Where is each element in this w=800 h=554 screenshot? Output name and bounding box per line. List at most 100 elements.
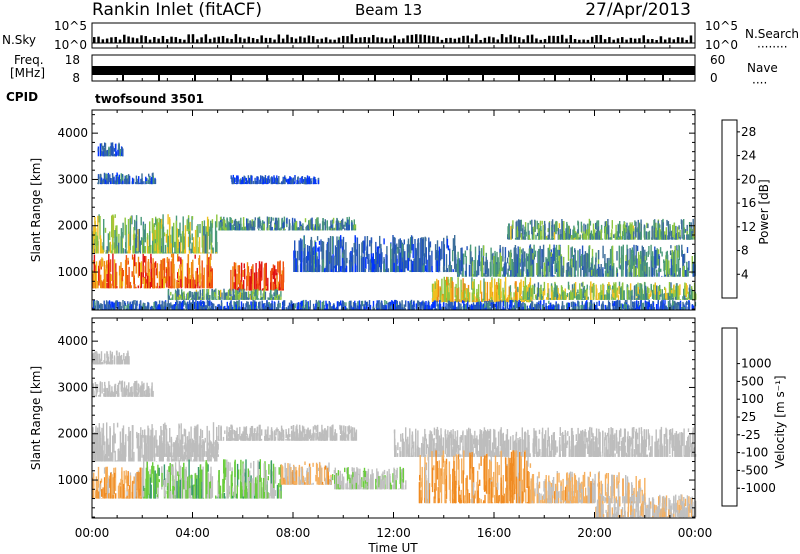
heatmap-cell (288, 226, 290, 231)
heatmap-cell (135, 286, 137, 289)
heatmap-cell (270, 289, 272, 300)
heatmap-cell (425, 237, 427, 242)
heatmap-cell (469, 292, 471, 303)
heatmap-cell (102, 145, 104, 150)
heatmap-cell (476, 303, 478, 310)
heatmap-cell (629, 230, 631, 236)
heatmap-cell (140, 237, 143, 245)
heatmap-cell (147, 275, 149, 289)
heatmap-cell (239, 180, 242, 184)
heatmap-cell (235, 177, 237, 183)
noise-bar (311, 36, 315, 43)
heatmap-cell (551, 219, 554, 237)
heatmap-cell (287, 178, 289, 185)
heatmap-cell (523, 285, 526, 289)
heatmap-cell (167, 214, 169, 225)
heatmap-cell (630, 224, 632, 240)
heatmap-cell (232, 297, 234, 300)
heatmap-cell (679, 229, 681, 237)
heatmap-cell (495, 305, 498, 310)
heatmap-cell (535, 296, 538, 300)
heatmap-cell (154, 251, 156, 254)
heatmap-cell (626, 300, 628, 305)
noise-bar (642, 35, 645, 43)
heatmap-cell (519, 259, 521, 267)
noise-bar (659, 36, 663, 43)
heatmap-cell (600, 238, 602, 240)
heatmap-cell (622, 254, 624, 277)
heatmap-cell (428, 301, 430, 307)
heatmap-cell (480, 302, 482, 310)
heatmap-cell (547, 249, 549, 262)
heatmap-cell (387, 302, 389, 310)
heatmap-cell (181, 231, 184, 245)
heatmap-cell (578, 305, 580, 310)
heatmap-cell (616, 272, 619, 277)
heatmap-cell (319, 229, 321, 231)
heatmap-cell (417, 247, 419, 272)
noise-bar (543, 39, 547, 43)
heatmap-cell (378, 307, 380, 310)
heatmap-cell (271, 228, 273, 231)
noise-bar (157, 38, 160, 43)
heatmap-cell (254, 289, 256, 295)
heatmap-cell (590, 230, 593, 237)
heatmap-cell (318, 246, 320, 273)
heatmap-cell (443, 276, 445, 303)
heatmap-cell (454, 299, 456, 303)
heatmap-cell (133, 234, 135, 254)
heatmap-cell (250, 226, 253, 231)
noise-bar (294, 38, 298, 43)
heatmap-cell (695, 293, 697, 300)
heatmap-cell (206, 295, 209, 300)
heatmap-cell (239, 273, 241, 284)
heatmap-cell (515, 229, 517, 240)
nave-notch (338, 74, 340, 81)
heatmap-cell (305, 265, 307, 272)
heatmap-cell (188, 279, 190, 284)
heatmap-cell (100, 181, 103, 185)
heatmap-cell (670, 258, 673, 275)
heatmap-cell (455, 295, 457, 303)
heatmap-cell (260, 175, 262, 179)
heatmap-cell (616, 307, 619, 310)
heatmap-cell (689, 294, 692, 300)
heatmap-cell (330, 228, 333, 231)
heatmap-cell (622, 305, 625, 310)
heatmap-cell (508, 250, 510, 258)
heatmap-cell (531, 264, 533, 277)
heatmap-cell (589, 302, 591, 308)
heatmap-cell (313, 176, 315, 184)
heatmap-cell (588, 246, 590, 268)
heatmap-cell (611, 268, 614, 277)
heatmap-cell (210, 301, 213, 306)
heatmap-cell (107, 151, 110, 157)
heatmap-cell (283, 178, 286, 185)
heatmap-cell (105, 306, 107, 310)
heatmap-cell (498, 285, 501, 300)
heatmap-cell (463, 290, 466, 302)
heatmap-cell (575, 306, 577, 310)
heatmap-cell (115, 180, 117, 185)
heatmap-cell (428, 242, 431, 252)
heatmap-cell (460, 299, 462, 303)
heatmap-cell (395, 255, 397, 273)
heatmap-cell (426, 305, 428, 310)
heatmap-cell (191, 279, 193, 289)
heatmap-cell (134, 308, 136, 310)
heatmap-cell (183, 308, 185, 310)
heatmap-cell (691, 288, 693, 300)
heatmap-cell (134, 219, 136, 231)
heatmap-cell (106, 246, 108, 254)
noise-right-legend: ········ (757, 40, 788, 54)
heatmap-cell (454, 245, 456, 272)
heatmap-cell (611, 245, 614, 266)
heatmap-cell (551, 235, 554, 240)
heatmap-cell (270, 217, 272, 223)
heatmap-cell (241, 292, 243, 300)
heatmap-cell (134, 284, 136, 289)
heatmap-cell (106, 282, 108, 289)
heatmap-cell (177, 308, 180, 310)
heatmap-cell (192, 237, 195, 254)
heatmap-cell (508, 265, 510, 270)
